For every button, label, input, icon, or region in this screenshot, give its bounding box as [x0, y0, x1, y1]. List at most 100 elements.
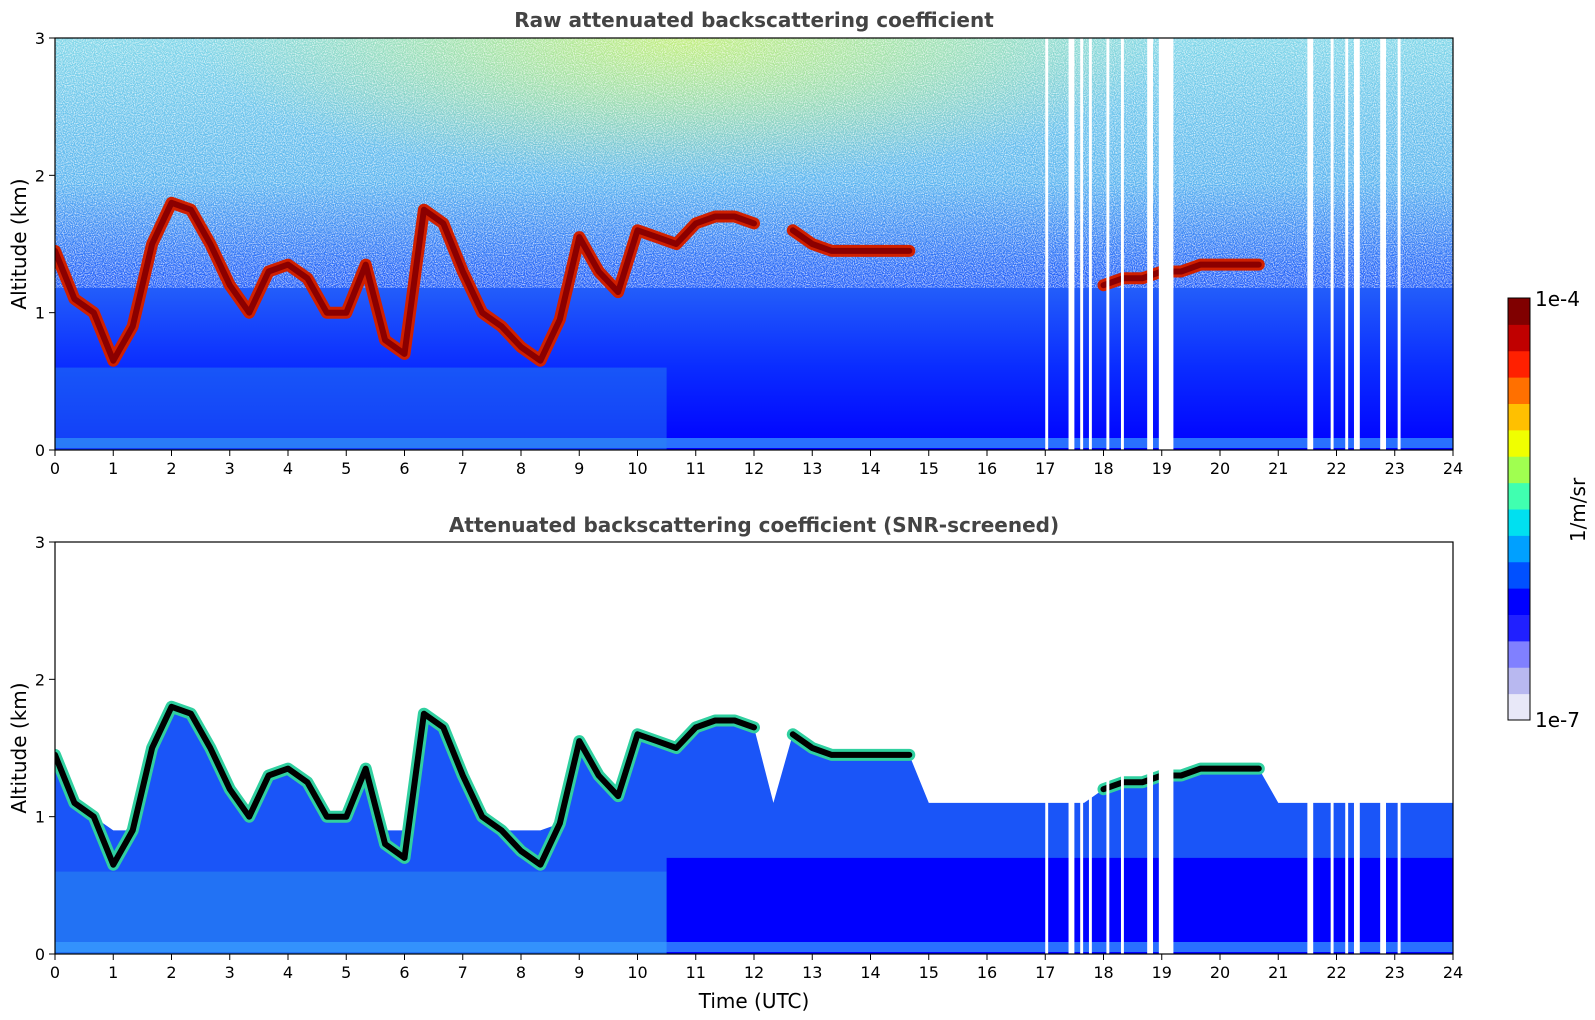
data-gap — [1158, 38, 1174, 450]
x-tick-label: 12 — [744, 459, 764, 478]
x-tick-label: 3 — [225, 459, 235, 478]
data-gap — [1106, 542, 1110, 954]
x-tick-label: 8 — [516, 963, 526, 982]
colorbar-band — [1508, 324, 1530, 352]
data-gap — [1307, 38, 1314, 450]
colorbar-band — [1508, 456, 1530, 484]
x-tick-label: 5 — [341, 459, 351, 478]
raw-backscatter-panel: Raw attenuated backscattering coefficien… — [7, 8, 1463, 478]
data-gap — [1353, 38, 1360, 450]
y-tick-label: 1 — [35, 304, 45, 323]
x-tick-label: 4 — [283, 459, 293, 478]
x-tick-label: 15 — [919, 963, 939, 982]
x-tick-label: 16 — [977, 963, 997, 982]
y-tick-label: 0 — [35, 945, 45, 964]
panel1-plot-area — [55, 38, 1453, 450]
x-tick-label: 22 — [1326, 963, 1346, 982]
x-tick-label: 2 — [166, 459, 176, 478]
cloud-layer — [789, 731, 913, 758]
panel1-y-axis: 0 1 2 3 — [35, 29, 55, 460]
cloud-layer — [1100, 261, 1262, 289]
x-tick-label: 7 — [458, 963, 468, 982]
data-gap — [1147, 38, 1154, 450]
x-tick-label: 11 — [686, 963, 706, 982]
data-gap — [1068, 38, 1075, 450]
x-tick-label: 3 — [225, 963, 235, 982]
panel1-surface-band — [55, 438, 1453, 448]
y-tick-label: 1 — [35, 808, 45, 827]
data-gap — [1068, 542, 1075, 954]
data-gap — [1307, 542, 1314, 954]
panel2-title: Attenuated backscattering coefficient (S… — [449, 513, 1059, 537]
panel1-data-gaps — [1045, 38, 1401, 450]
colorbar-band — [1508, 667, 1530, 695]
data-gap — [1088, 542, 1092, 954]
cloud-layer — [1100, 765, 1262, 793]
colorbar-band — [1508, 614, 1530, 642]
x-tick-label: 17 — [1035, 963, 1055, 982]
data-gap — [1380, 38, 1387, 450]
data-gap — [1345, 38, 1349, 450]
x-tick-label: 1 — [108, 459, 118, 478]
x-tick-label: 21 — [1268, 459, 1288, 478]
data-gap — [1080, 38, 1084, 450]
y-tick-label: 3 — [35, 29, 45, 48]
x-tick-label: 21 — [1268, 963, 1288, 982]
x-tick-label: 14 — [860, 963, 880, 982]
panel1-title: Raw attenuated backscattering coefficien… — [514, 8, 994, 32]
y-tick-label: 0 — [35, 441, 45, 460]
colorbar-band — [1508, 377, 1530, 404]
panel2-xlabel: Time (UTC) — [698, 989, 810, 1013]
data-gap — [1380, 542, 1387, 954]
x-tick-label: 7 — [458, 459, 468, 478]
data-gap — [1045, 38, 1049, 450]
data-gap — [1147, 542, 1154, 954]
data-gap — [1120, 542, 1124, 954]
x-tick-label: 10 — [627, 459, 647, 478]
colorbar-band — [1508, 350, 1530, 378]
x-tick-label: 6 — [399, 963, 409, 982]
colorbar-band — [1508, 561, 1530, 589]
x-tick-label: 20 — [1210, 459, 1230, 478]
x-tick-label: 4 — [283, 963, 293, 982]
x-tick-label: 24 — [1443, 459, 1463, 478]
y-tick-label: 2 — [35, 670, 45, 689]
x-tick-label: 16 — [977, 459, 997, 478]
boundary-layer-aerosol-late — [666, 857, 1453, 954]
colorbar-min-label: 1e-7 — [1535, 708, 1580, 732]
data-gap — [1397, 38, 1401, 450]
colorbar-band — [1508, 509, 1530, 536]
x-tick-label: 11 — [686, 459, 706, 478]
colorbar-frame — [1507, 297, 1531, 721]
x-tick-label: 15 — [919, 459, 939, 478]
colorbar: 1e-4 1e-7 1/m/sr — [1507, 287, 1590, 732]
colorbar-band — [1508, 482, 1530, 510]
x-tick-label: 0 — [50, 459, 60, 478]
panel2-data-gaps — [1045, 542, 1401, 954]
panel2-cloud-layers — [55, 700, 1265, 871]
colorbar-band — [1508, 693, 1530, 721]
cloud-layer — [55, 703, 757, 868]
x-tick-label: 1 — [108, 963, 118, 982]
x-tick-label: 18 — [1093, 963, 1113, 982]
data-gap — [1158, 542, 1174, 954]
data-gap — [1397, 542, 1401, 954]
x-tick-label: 24 — [1443, 963, 1463, 982]
x-tick-label: 23 — [1385, 459, 1405, 478]
colorbar-band — [1508, 429, 1530, 457]
panel1-x-axis: 0 1 2 3 4 5 6 7 8 9 10 11 12 13 14 15 16 17 18 19 20 21 22 23 24 — [50, 450, 1463, 478]
colorbar-band — [1508, 640, 1530, 668]
x-tick-label: 23 — [1385, 963, 1405, 982]
panel1-cloud-layers — [55, 196, 1265, 450]
screened-backscatter-panel: Attenuated backscattering coefficient (S… — [7, 513, 1463, 1013]
x-tick-label: 19 — [1152, 459, 1172, 478]
x-tick-label: 18 — [1093, 459, 1113, 478]
x-tick-label: 6 — [399, 459, 409, 478]
colorbar-max-label: 1e-4 — [1535, 287, 1580, 311]
x-tick-label: 20 — [1210, 963, 1230, 982]
panel2-ylabel: Altitude (km) — [7, 682, 31, 813]
panel2-surface-band — [55, 942, 1453, 952]
panel2-signal-region — [55, 706, 1453, 954]
x-tick-label: 22 — [1326, 459, 1346, 478]
x-tick-label: 9 — [574, 459, 584, 478]
